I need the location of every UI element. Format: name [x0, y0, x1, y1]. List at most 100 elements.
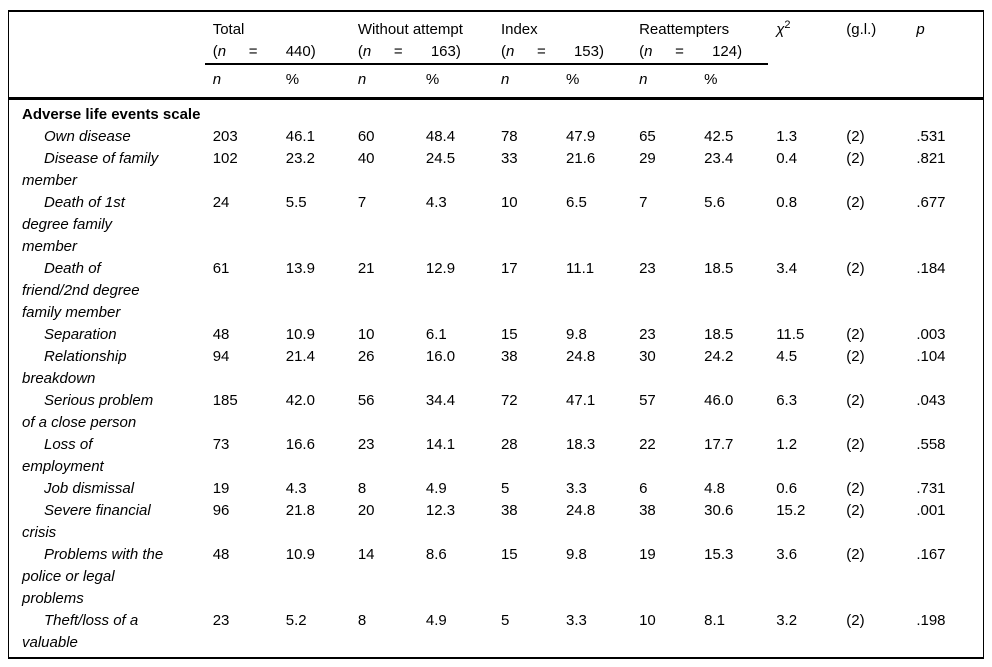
cell-gl: (2) — [846, 480, 865, 497]
row-label: Relationship breakdown — [22, 348, 127, 387]
cell-without-attempt-n: 8 — [357, 612, 367, 629]
cell-chi-squared: 3.4 — [776, 260, 798, 277]
subheader-pct: % — [417, 64, 493, 100]
cell-index-n: 72 — [500, 392, 518, 409]
cell-reattempters-pct: 8.1 — [704, 612, 725, 629]
column-group-index: Index (n = 153) — [492, 11, 632, 65]
adverse-life-events-table: Total (n = 440) Without attempt (n = 163) In… — [8, 10, 984, 659]
row-label: Severe financial crisis — [22, 502, 151, 541]
cell-total-pct: 4.3 — [285, 480, 307, 497]
cell-gl: (2) — [846, 128, 865, 145]
cell-p: .558 — [916, 436, 946, 453]
cell-index-n: 78 — [500, 128, 518, 145]
cell-index-pct: 21.6 — [566, 150, 596, 167]
cell-without-attempt-pct: 12.9 — [425, 260, 456, 277]
cell-chi-squared: 6.3 — [776, 392, 798, 409]
cell-index-pct: 9.8 — [566, 546, 587, 563]
cell-chi-squared: 3.6 — [776, 546, 798, 563]
subheader-n: n — [349, 64, 418, 100]
table-row: Theft/loss of a valuable 23 5.2 8 4.9 5 … — [9, 610, 984, 658]
cell-index-n: 5 — [500, 612, 510, 629]
table-row: Death of friend/2nd degree family member… — [9, 258, 984, 324]
cell-reattempters-n: 22 — [639, 436, 656, 453]
row-label: Serious problem of a close person — [22, 392, 154, 431]
subheader-n: n — [204, 64, 278, 100]
cell-without-attempt-pct: 6.1 — [425, 326, 447, 343]
cell-without-attempt-n: 14 — [357, 546, 375, 563]
cell-total-n: 61 — [212, 260, 230, 277]
cell-chi-squared: 0.6 — [776, 480, 798, 497]
cell-gl: (2) — [846, 348, 865, 365]
cell-without-attempt-pct: 24.5 — [425, 150, 456, 167]
row-label: Death of 1st degree family member — [22, 194, 125, 255]
cell-total-pct: 46.1 — [285, 128, 315, 145]
cell-without-attempt-pct: 4.9 — [425, 612, 447, 629]
table-body: Adverse life events scale Own disease 20… — [9, 99, 984, 659]
group-label-index: Index — [500, 21, 538, 38]
column-header-gl: (g.l.) — [838, 11, 909, 100]
cell-total-pct: 21.8 — [285, 502, 315, 519]
cell-without-attempt-n: 60 — [357, 128, 375, 145]
section-header-row: Adverse life events scale — [9, 99, 984, 127]
cell-reattempters-pct: 17.7 — [704, 436, 734, 453]
row-label: Own disease — [44, 128, 131, 145]
cell-index-n: 10 — [500, 194, 518, 211]
cell-reattempters-n: 38 — [639, 502, 656, 519]
subheader-row: n % n % n % n % — [9, 64, 984, 100]
cell-reattempters-n: 19 — [639, 546, 656, 563]
cell-reattempters-n: 7 — [639, 194, 648, 211]
cell-gl: (2) — [846, 546, 865, 563]
cell-total-n: 24 — [212, 194, 230, 211]
cell-index-pct: 3.3 — [566, 612, 587, 629]
table-row: Death of 1st degree family member 24 5.5… — [9, 192, 984, 258]
cell-total-pct: 42.0 — [285, 392, 315, 409]
cell-total-pct: 16.6 — [285, 436, 315, 453]
cell-reattempters-n: 30 — [639, 348, 656, 365]
cell-p: .531 — [916, 128, 946, 145]
cell-without-attempt-n: 21 — [357, 260, 375, 277]
cell-total-pct: 10.9 — [285, 546, 315, 563]
cell-p: .043 — [916, 392, 946, 409]
cell-without-attempt-pct: 16.0 — [425, 348, 456, 365]
cell-gl: (2) — [846, 194, 865, 211]
cell-gl: (2) — [846, 502, 865, 519]
cell-index-pct: 24.8 — [566, 348, 596, 365]
group-n-total: (n = 440) — [212, 43, 316, 60]
cell-reattempters-pct: 15.3 — [704, 546, 734, 563]
row-label: Job dismissal — [44, 480, 135, 497]
group-label-without-attempt: Without attempt — [357, 21, 463, 38]
table-row: Problems with the police or legal proble… — [9, 544, 984, 610]
cell-chi-squared: 0.4 — [776, 150, 798, 167]
group-n-without-attempt: (n = 163) — [357, 43, 461, 60]
cell-chi-squared: 1.3 — [776, 128, 798, 145]
table-row: Loss of employment 73 16.6 23 14.1 28 18… — [9, 434, 984, 478]
group-label-reattempters: Reattempters — [639, 21, 730, 38]
cell-index-n: 15 — [500, 546, 518, 563]
cell-p: .001 — [916, 502, 946, 519]
group-label-total: Total — [212, 21, 245, 38]
cell-without-attempt-n: 8 — [357, 480, 367, 497]
cell-total-n: 19 — [212, 480, 230, 497]
group-header-row: Total (n = 440) Without attempt (n = 163) In… — [8, 11, 984, 100]
column-header-p: p — [908, 11, 984, 100]
subheader-n: n — [492, 64, 559, 100]
cell-reattempters-pct: 24.2 — [704, 348, 734, 365]
cell-reattempters-pct: 42.5 — [704, 128, 734, 145]
section-title: Adverse life events scale — [22, 106, 201, 123]
subheader-pct: % — [558, 64, 632, 100]
cell-gl: (2) — [846, 612, 865, 629]
cell-gl: (2) — [846, 326, 865, 343]
row-label: Problems with the police or legal proble… — [22, 546, 164, 607]
cell-total-pct: 10.9 — [285, 326, 315, 343]
cell-reattempters-n: 10 — [639, 612, 656, 629]
cell-index-pct: 9.8 — [566, 326, 587, 343]
cell-without-attempt-n: 26 — [357, 348, 375, 365]
cell-total-n: 96 — [212, 502, 230, 519]
table-row: Own disease 203 46.1 60 48.4 78 47.9 65 … — [9, 126, 984, 148]
cell-p: .677 — [916, 194, 946, 211]
cell-gl: (2) — [846, 150, 865, 167]
cell-chi-squared: 1.2 — [776, 436, 798, 453]
cell-without-attempt-pct: 4.9 — [425, 480, 447, 497]
cell-without-attempt-n: 56 — [357, 392, 375, 409]
cell-total-n: 73 — [212, 436, 230, 453]
